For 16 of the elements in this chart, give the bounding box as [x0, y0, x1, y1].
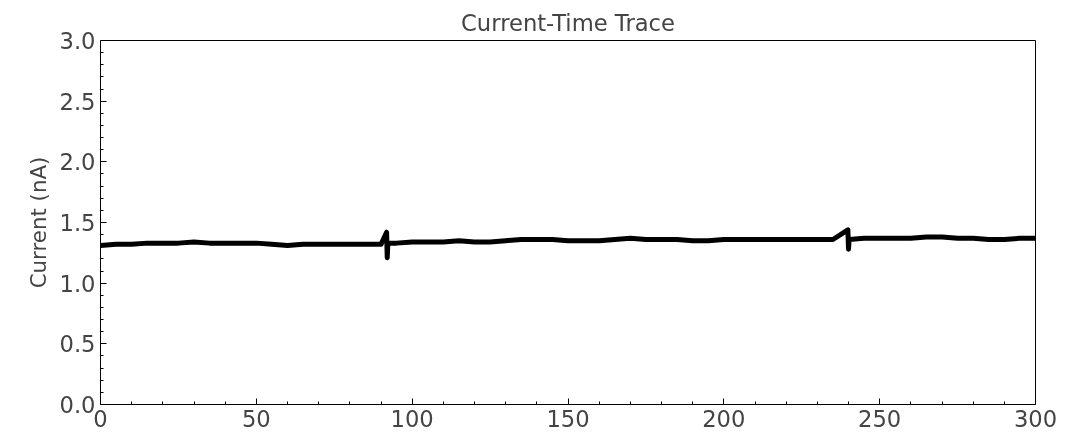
x-tick-label: 50	[241, 405, 271, 432]
y-tick-label: 2.5	[59, 88, 96, 115]
y-tick-label: 1.5	[59, 210, 96, 236]
chart-title: Current-Time Trace	[461, 9, 675, 36]
y-tick-label: 0.0	[59, 392, 96, 418]
x-tick-label: 300	[1013, 405, 1058, 432]
y-axis-title: Current (nA)	[26, 156, 52, 289]
x-tick-label: 0	[93, 405, 108, 432]
x-tick-label: 150	[546, 405, 590, 432]
x-tick-label: 200	[702, 405, 746, 432]
x-tick-label: 250	[858, 405, 902, 432]
y-tick-label: 2.0	[59, 149, 96, 176]
y-tick-label: 1.0	[59, 270, 96, 297]
x-tick-label: 100	[390, 405, 434, 432]
y-tick-label: 0.5	[59, 331, 96, 358]
y-tick-label: 3.0	[59, 28, 96, 54]
